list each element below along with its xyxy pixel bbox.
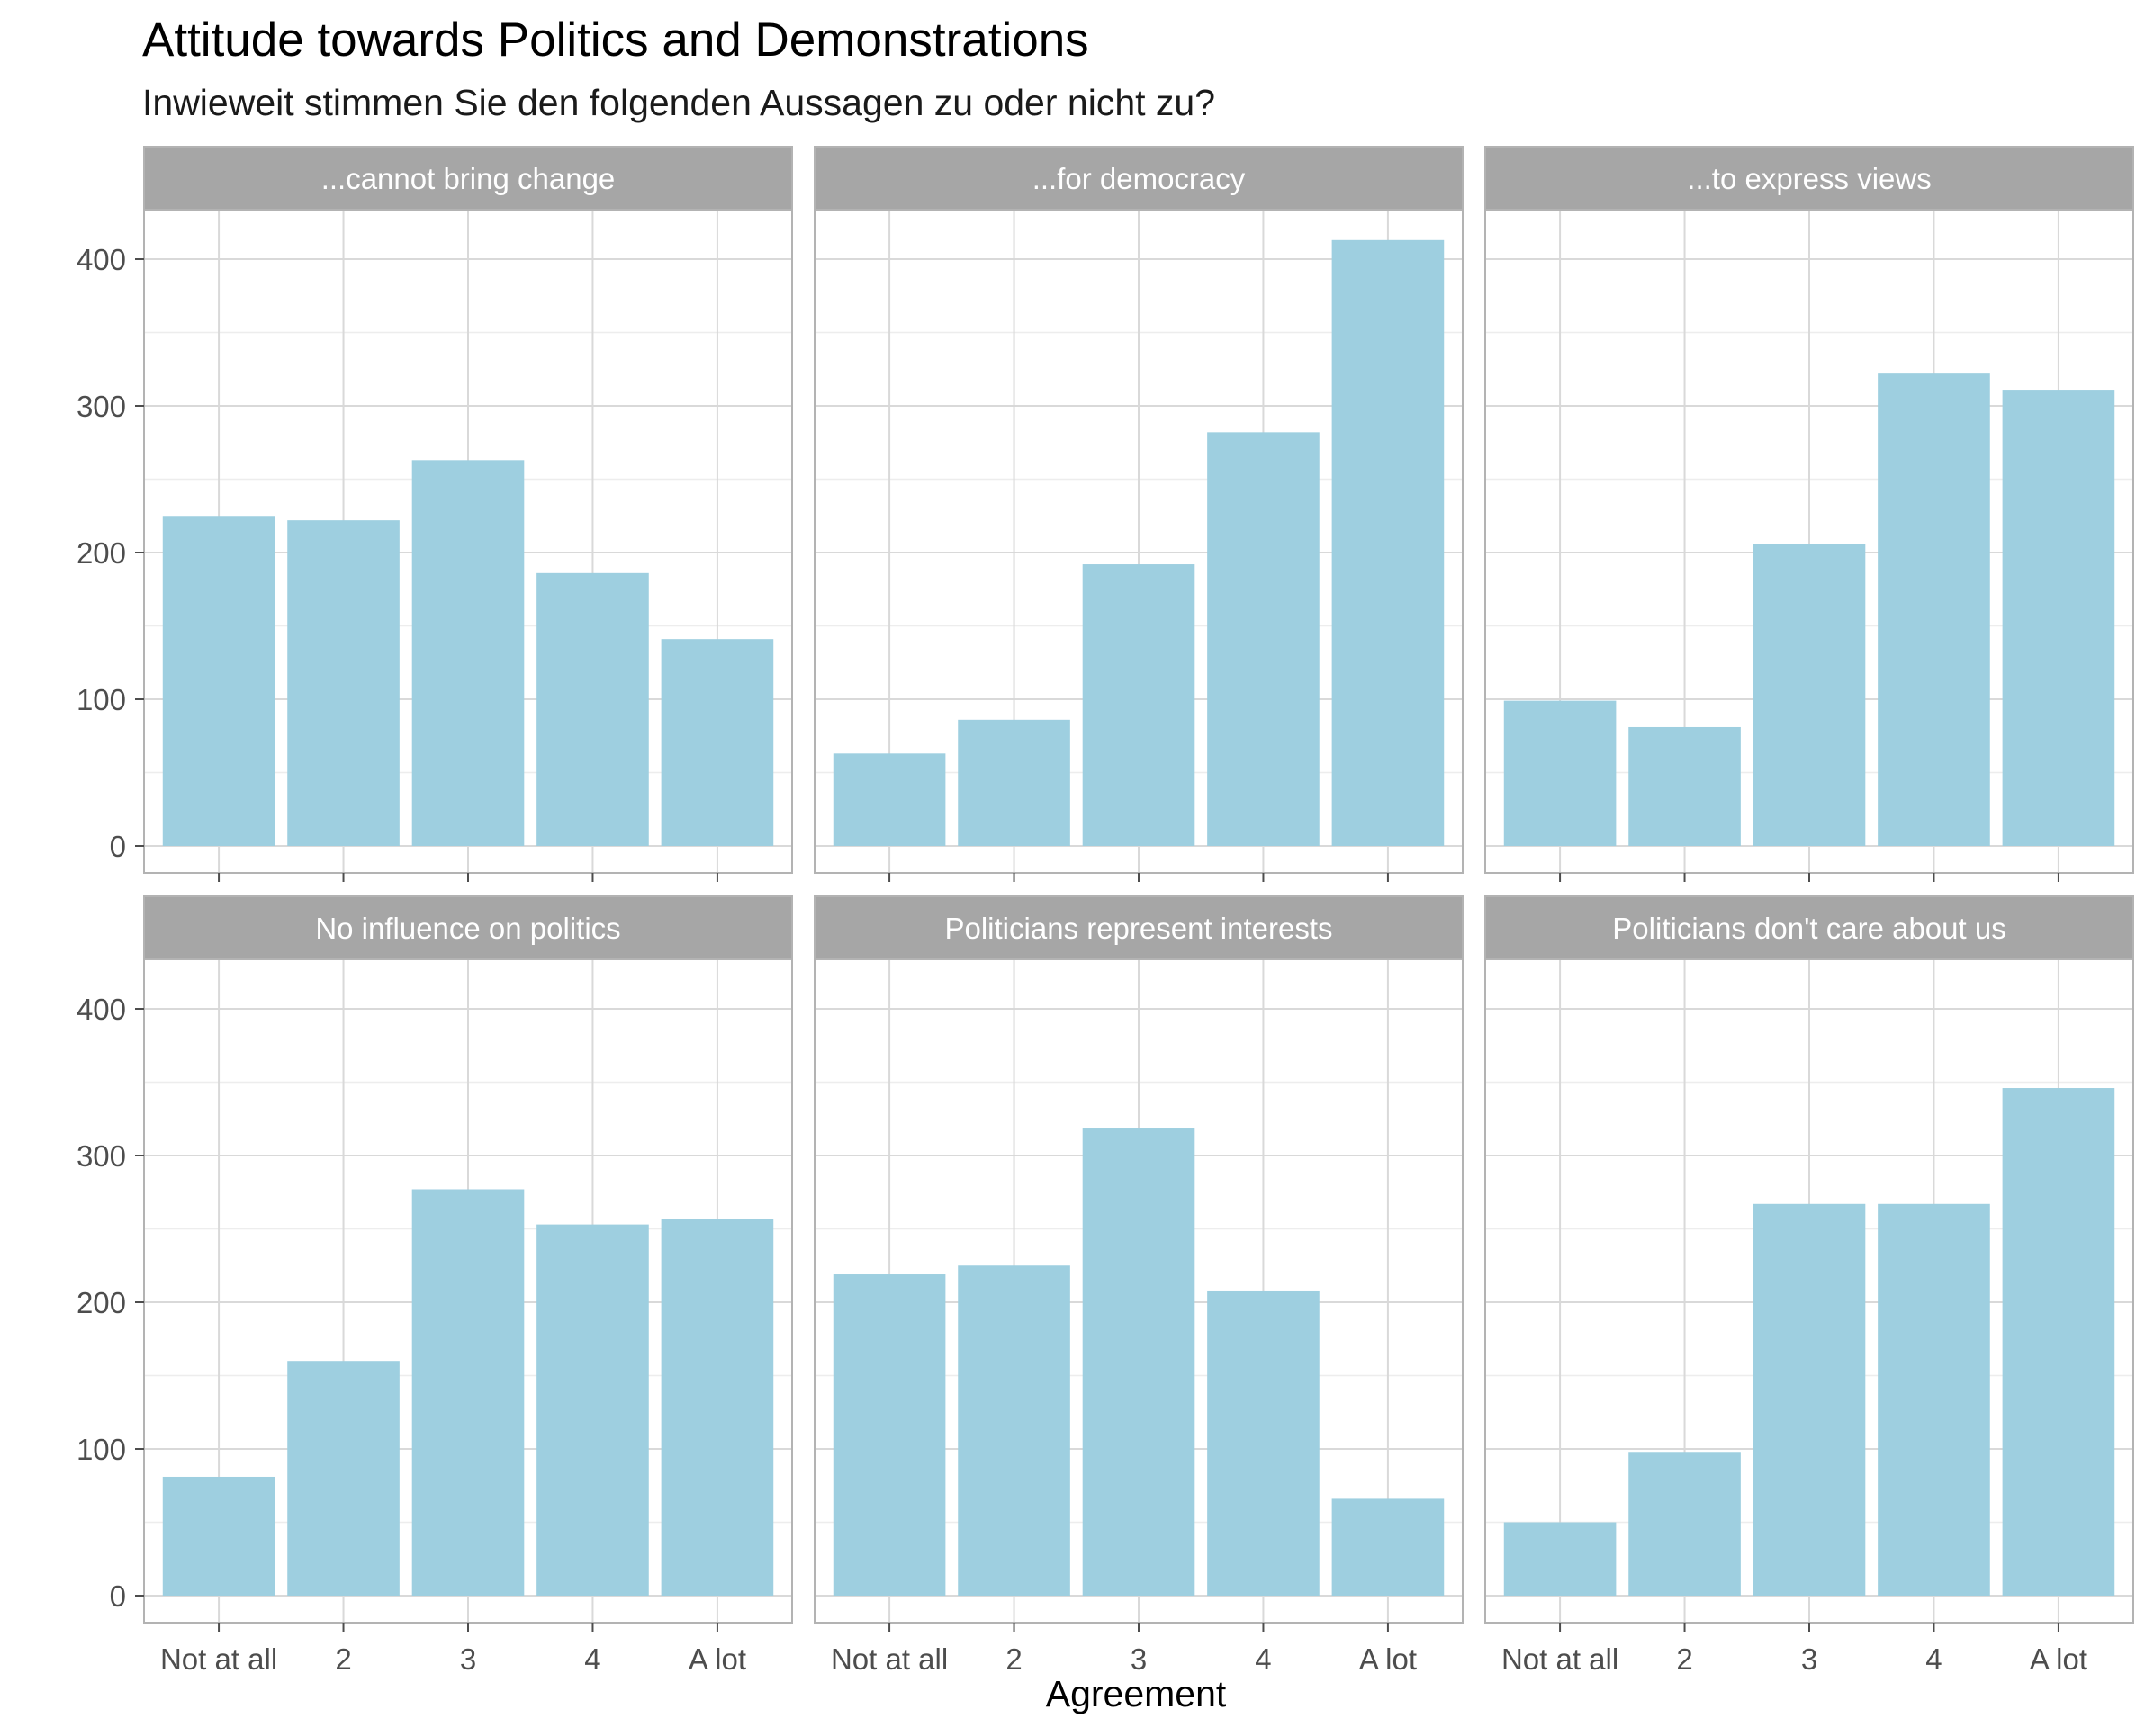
bar <box>661 1219 774 1596</box>
facet-label: Politicians represent interests <box>944 912 1332 945</box>
x-tick-label: 4 <box>1255 1642 1271 1676</box>
facet-label: ...for democracy <box>1032 162 1246 195</box>
bar <box>1753 544 1866 846</box>
chart-title: Attitude towards Politics and Demonstrat… <box>142 13 1089 67</box>
facet-strip <box>1484 146 2134 211</box>
y-tick-label: 300 <box>77 390 126 423</box>
y-tick-label: 400 <box>77 993 126 1026</box>
x-tick-label: 2 <box>1005 1642 1022 1676</box>
bar <box>833 1274 946 1596</box>
x-tick-label: 3 <box>1801 1642 1817 1676</box>
bar <box>536 572 649 846</box>
bar <box>958 719 1070 846</box>
y-tick-label: 300 <box>77 1139 126 1173</box>
bar <box>1331 239 1445 846</box>
x-tick-label: 2 <box>335 1642 351 1676</box>
bar <box>1207 432 1320 846</box>
bar <box>1628 726 1741 846</box>
y-tick-label: 400 <box>77 243 126 276</box>
bar <box>1503 700 1617 846</box>
bar <box>2002 1088 2115 1596</box>
bar <box>833 753 946 846</box>
bar <box>1331 1498 1445 1596</box>
x-tick-label: Not at all <box>831 1642 948 1676</box>
x-tick-label: 3 <box>1131 1642 1147 1676</box>
x-tick-label: A lot <box>1359 1642 1417 1676</box>
facet-strip <box>814 895 1464 960</box>
bar <box>958 1265 1070 1596</box>
facet-panels: ...cannot bring change 0 100 200 300 400 ...fo… <box>77 146 2134 1676</box>
facet-label: No influence on politics <box>315 912 620 945</box>
y-tick-label: 100 <box>77 1433 126 1466</box>
x-tick-label: Not at all <box>160 1642 277 1676</box>
facet-panel: Politicians don't care about us Not at al… <box>1484 895 2134 1676</box>
facet-panel: Politicians represent interests Not at al… <box>814 895 1464 1676</box>
facet-panel: ...to express views <box>1484 146 2134 882</box>
facet-strip <box>1484 895 2134 960</box>
facet-panel: ...cannot bring change 0 100 200 300 400 <box>77 146 793 882</box>
bar <box>1753 1203 1866 1596</box>
y-tick-label: 100 <box>77 683 126 716</box>
bar <box>1207 1290 1320 1596</box>
bar <box>1082 564 1195 846</box>
bar <box>1503 1522 1617 1596</box>
x-tick-label: 2 <box>1676 1642 1692 1676</box>
bar <box>411 460 525 846</box>
facet-label: Politicians don't care about us <box>1612 912 2005 945</box>
x-tick-label: 4 <box>1925 1642 1942 1676</box>
facet-strip <box>814 146 1464 211</box>
x-tick-label: Not at all <box>1501 1642 1618 1676</box>
x-tick-label: A lot <box>2030 1642 2087 1676</box>
facet-strip <box>143 146 793 211</box>
facet-panel: No influence on politics Not at all 2 3 4 A l… <box>77 895 793 1676</box>
bar <box>411 1189 525 1596</box>
bar <box>536 1224 649 1596</box>
x-axis-title: Agreement <box>1046 1673 1227 1714</box>
bar <box>1878 1203 1990 1596</box>
bar <box>287 520 400 846</box>
bar <box>162 516 275 846</box>
x-tick-label: 3 <box>460 1642 476 1676</box>
bar <box>1082 1128 1195 1596</box>
y-tick-label: 200 <box>77 1286 126 1319</box>
x-tick-label: 4 <box>584 1642 600 1676</box>
bar <box>661 639 774 846</box>
bar <box>287 1361 400 1596</box>
y-tick-label: 200 <box>77 536 126 570</box>
bar <box>1878 373 1990 846</box>
facet-strip <box>143 895 793 960</box>
facet-label: ...to express views <box>1687 162 1931 195</box>
bar <box>162 1476 275 1596</box>
y-tick-label: 0 <box>110 1579 126 1613</box>
chart-subtitle: Inwieweit stimmen Sie den folgenden Auss… <box>142 82 1215 123</box>
facet-label: ...cannot bring change <box>321 162 616 195</box>
bar <box>2002 390 2115 846</box>
bar <box>1628 1452 1741 1596</box>
x-tick-label: A lot <box>689 1642 746 1676</box>
y-tick-label: 0 <box>110 830 126 863</box>
facet-panel: ...for democracy <box>814 146 1464 882</box>
